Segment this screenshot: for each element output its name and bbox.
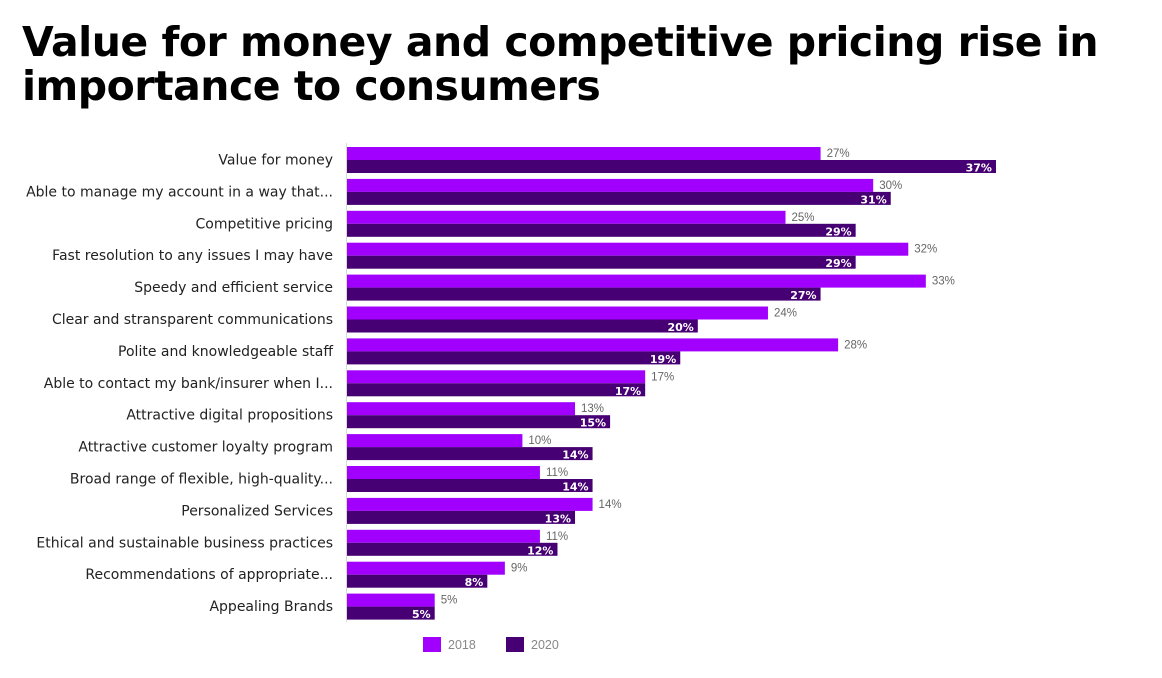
data-label-2020: 5% (412, 608, 431, 621)
bar-2020 (347, 255, 856, 269)
legend-label-2018: 2018 (448, 638, 476, 652)
bars-layer: Value for money 27% 37% Able to manage my a… (26, 147, 996, 621)
chart-title: Value for money and competitive pricing … (22, 18, 1099, 110)
data-label-2020: 17% (615, 385, 641, 398)
data-label-2020: 31% (860, 193, 886, 206)
data-label-2020: 29% (825, 257, 851, 270)
bar-2018 (347, 242, 909, 256)
data-label-2020: 12% (527, 544, 553, 557)
bar-2020 (347, 574, 488, 588)
bar-2020 (347, 160, 996, 173)
data-label-2018: 5% (441, 595, 458, 607)
bar-2018 (347, 338, 839, 352)
legend-label-2020: 2020 (531, 638, 559, 652)
bar-2018 (347, 497, 593, 511)
bar-2018 (347, 561, 505, 575)
bar-2020 (347, 319, 698, 333)
bar-2020 (347, 415, 611, 429)
data-label-2020: 8% (465, 576, 484, 589)
data-label-2018: 28% (844, 339, 867, 351)
bar-2020 (347, 447, 593, 461)
data-label-2018: 11% (546, 467, 568, 479)
data-label-2018: 11% (546, 531, 568, 543)
bar-2018 (347, 370, 646, 384)
data-label-2018: 33% (932, 276, 955, 288)
bar-2020 (347, 383, 646, 397)
category-label: Appealing Brands (209, 599, 333, 615)
bar-2018 (347, 274, 926, 288)
category-label: Clear and stransparent communications (52, 312, 333, 328)
bar-2020 (347, 191, 891, 205)
data-label-2018: 30% (879, 180, 902, 192)
data-label-2020: 29% (825, 225, 851, 238)
data-label-2020: 37% (966, 162, 992, 175)
data-label-2020: 20% (667, 321, 693, 334)
data-label-2018: 10% (528, 435, 551, 447)
bar-2020 (347, 606, 435, 620)
legend: 2018 2020 (423, 637, 559, 652)
bar-2018 (347, 529, 540, 543)
data-label-2018: 32% (914, 244, 937, 256)
data-label-2018: 27% (827, 148, 850, 160)
bar-2018 (347, 147, 821, 160)
category-label: Broad range of flexible, high-quality... (70, 472, 333, 488)
data-label-2020: 13% (545, 512, 571, 525)
data-label-2020: 14% (562, 481, 588, 494)
bar-2018 (347, 402, 576, 416)
bar-2018 (347, 434, 523, 448)
bar-2018 (347, 593, 435, 607)
category-label: Value for money (218, 153, 333, 169)
data-label-2018: 9% (511, 563, 528, 575)
bar-2020 (347, 287, 821, 301)
legend-swatch-2020 (506, 637, 524, 652)
bar-2018 (347, 210, 786, 224)
bar-2020 (347, 351, 681, 365)
data-label-2018: 25% (792, 212, 815, 224)
category-label: Able to contact my bank/insurer when I..… (44, 376, 333, 392)
data-label-2018: 24% (774, 308, 797, 320)
data-label-2020: 27% (790, 289, 816, 302)
data-label-2020: 14% (562, 449, 588, 462)
data-label-2020: 19% (650, 353, 676, 366)
data-label-2018: 17% (651, 371, 674, 383)
bar-2020 (347, 223, 856, 237)
category-label: Fast resolution to any issues I may have (52, 248, 333, 264)
bar-2020 (347, 510, 576, 524)
category-label: Attractive digital propositions (126, 408, 333, 424)
bar-2020 (347, 479, 593, 492)
legend-swatch-2018 (423, 637, 441, 652)
category-label: Speedy and efficient service (134, 280, 333, 296)
category-label: Competitive pricing (196, 216, 333, 232)
bar-2018 (347, 178, 874, 192)
category-label: Able to manage my account in a way that.… (26, 184, 333, 200)
category-label: Ethical and sustainable business practic… (36, 535, 333, 551)
bar-2018 (347, 306, 768, 320)
data-label-2018: 14% (599, 499, 622, 511)
category-label: Attractive customer loyalty program (78, 440, 333, 456)
bar-2020 (347, 542, 558, 556)
category-label: Recommendations of appropriate... (85, 567, 333, 583)
bar-2018 (347, 466, 540, 479)
category-label: Personalized Services (181, 503, 333, 519)
category-label: Polite and knowledgeable staff (118, 344, 333, 360)
data-label-2018: 13% (581, 403, 604, 415)
data-label-2020: 15% (580, 417, 606, 430)
